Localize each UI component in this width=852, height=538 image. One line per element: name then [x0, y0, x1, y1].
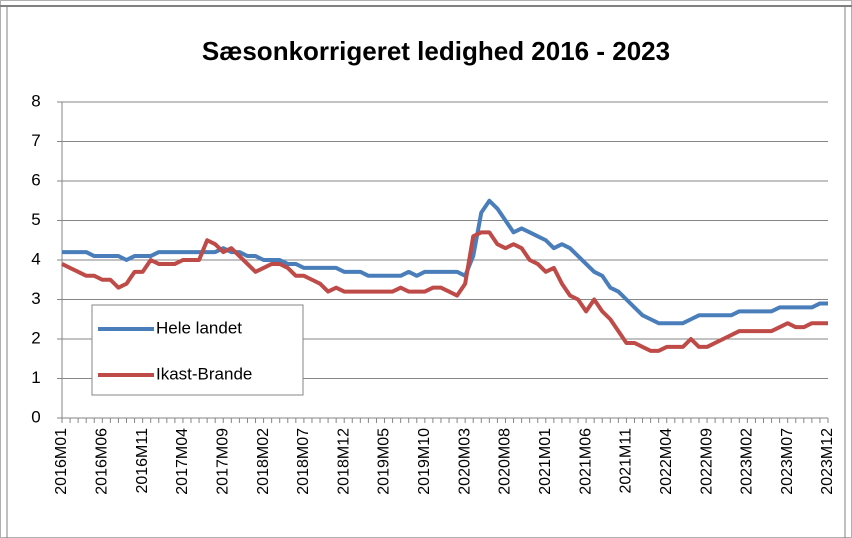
x-tick-label: 2017M09 [214, 428, 231, 495]
x-tick-label: 2018M12 [335, 428, 352, 495]
x-tick-label: 2018M02 [255, 428, 272, 495]
y-tick-label: 5 [31, 210, 40, 229]
x-tick-label: 2021M01 [537, 428, 554, 495]
y-tick-label: 6 [31, 170, 40, 189]
x-tick-label: 2017M04 [174, 428, 191, 495]
y-tick-label: 2 [31, 328, 40, 347]
x-tick-label: 2020M03 [456, 428, 473, 495]
series-line [62, 198, 828, 326]
x-tick-label: 2016M11 [134, 428, 151, 494]
x-tick-label: 2018M07 [295, 428, 312, 495]
x-tick-label: 2019M10 [416, 428, 433, 495]
x-tick-label: 2022M09 [698, 428, 715, 495]
x-tick-label: 2023M07 [779, 428, 796, 495]
x-tick-label: 2016M01 [53, 428, 70, 495]
y-tick-label: 1 [31, 368, 40, 387]
x-tick-label: 2023M02 [739, 428, 756, 495]
x-tick-label: 2023M12 [819, 428, 836, 495]
legend-label: Ikast-Brande [156, 364, 252, 383]
y-tick-label: 3 [31, 289, 40, 308]
y-tick-label: 0 [31, 407, 40, 426]
chart-title: Sæsonkorrigeret ledighed 2016 - 2023 [202, 36, 670, 66]
x-tick-label: 2022M04 [658, 428, 675, 495]
y-tick-label: 8 [31, 91, 40, 110]
x-tick-label: 2016M06 [94, 428, 111, 495]
legend-label: Hele landet [156, 318, 242, 337]
y-tick-label: 4 [31, 249, 40, 268]
y-tick-label: 7 [31, 131, 40, 150]
x-tick-label: 2020M08 [497, 428, 514, 495]
x-tick-label: 2021M11 [618, 428, 635, 494]
series-line [61, 230, 828, 353]
legend-box [91, 304, 304, 396]
x-tick-label: 2021M06 [577, 428, 594, 495]
x-tick-label: 2019M05 [376, 428, 393, 495]
